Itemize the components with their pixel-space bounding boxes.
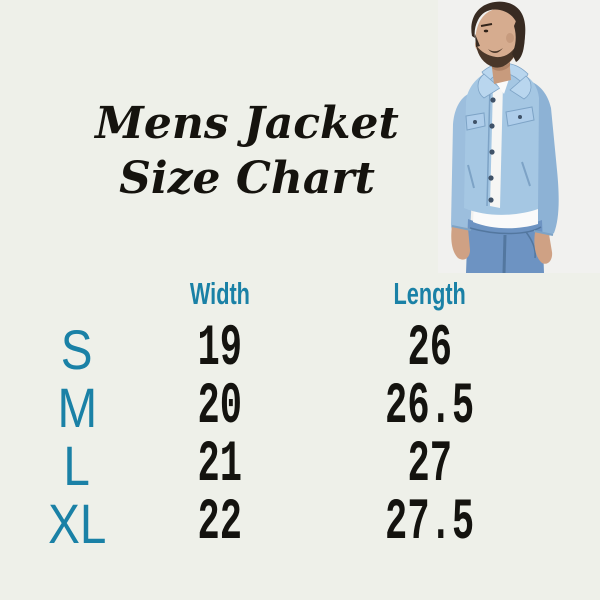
width-value-m: 20 — [146, 375, 294, 440]
size-label-l: L — [10, 434, 144, 497]
length-value-m: 26.5 — [352, 375, 508, 440]
length-column-header: Length — [393, 276, 467, 311]
length-value: 26.5 — [385, 374, 475, 440]
length-value: 27.5 — [385, 490, 475, 556]
model-photo-illustration — [438, 0, 600, 273]
width-column-header: Width — [189, 276, 251, 311]
width-value: 19 — [197, 316, 243, 382]
size-column: S M L XL — [10, 268, 144, 555]
length-value-xl: 27.5 — [352, 491, 508, 556]
length-value: 26 — [407, 316, 453, 382]
page-title-line2: Size Chart — [119, 153, 375, 204]
size-label-s: S — [10, 318, 144, 381]
width-value-s: 19 — [146, 317, 294, 382]
width-value: 20 — [197, 374, 243, 440]
page-title: Mens Jacket Size Chart — [0, 96, 494, 206]
size-label: S — [61, 317, 93, 381]
width-value-l: 21 — [146, 433, 294, 498]
length-column: Length 26 26.5 27 27.5 — [352, 268, 508, 556]
width-column: Width 19 20 21 22 — [146, 268, 294, 556]
width-value-xl: 22 — [146, 491, 294, 556]
width-value: 21 — [197, 432, 243, 498]
size-label-xl: XL — [10, 492, 144, 555]
size-label: M — [57, 375, 97, 439]
model-photo — [438, 0, 600, 273]
length-header-cell: Length — [352, 268, 508, 320]
length-value-l: 27 — [352, 433, 508, 498]
width-header-cell: Width — [146, 268, 294, 320]
size-header-spacer — [10, 268, 144, 320]
page-title-line1: Mens Jacket — [95, 98, 399, 149]
width-value: 22 — [197, 490, 243, 556]
size-label: XL — [47, 491, 107, 555]
size-label: L — [63, 433, 91, 497]
length-value: 27 — [407, 432, 453, 498]
size-label-m: M — [10, 376, 144, 439]
length-value-s: 26 — [352, 317, 508, 382]
